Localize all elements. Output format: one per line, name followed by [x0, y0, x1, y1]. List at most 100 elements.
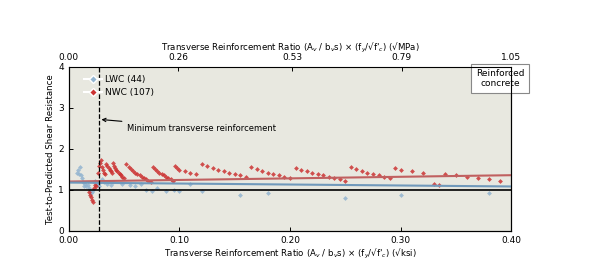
Point [87, 189, 97, 194]
Point [84, 186, 93, 190]
Legend: LWC (44), NWC (107): LWC (44), NWC (107) [82, 73, 155, 99]
Point [104, 166, 114, 171]
Point [106, 183, 115, 187]
Point [124, 165, 133, 169]
Point [93, 170, 102, 175]
Point [451, 173, 460, 177]
Point [85, 192, 94, 197]
Point [296, 168, 306, 172]
Point [185, 170, 195, 175]
Point [93, 183, 102, 187]
Point [302, 169, 312, 174]
Point [84, 189, 93, 194]
Point [99, 180, 109, 185]
Point [106, 169, 115, 174]
Point [76, 173, 86, 177]
Point [175, 188, 184, 193]
Point [318, 173, 328, 177]
Point [407, 169, 416, 174]
Point [90, 180, 99, 185]
Point [191, 172, 201, 176]
Point [139, 176, 149, 180]
Point [340, 179, 350, 183]
Point [97, 165, 107, 169]
Point [95, 179, 105, 184]
Point [484, 191, 494, 195]
Point [170, 164, 180, 168]
Point [144, 179, 153, 183]
Point [440, 172, 450, 176]
Point [340, 196, 350, 200]
Point [374, 173, 383, 177]
Point [159, 173, 169, 177]
Point [103, 181, 112, 186]
Point [180, 169, 190, 174]
Point [103, 164, 112, 168]
Point [112, 168, 121, 172]
Point [208, 166, 218, 171]
Point [89, 188, 98, 192]
Point [435, 183, 444, 187]
Point [150, 167, 160, 171]
Point [352, 167, 361, 171]
Point [81, 181, 90, 186]
Point [73, 168, 83, 172]
Point [429, 181, 438, 186]
Point [224, 170, 234, 175]
Point [86, 195, 96, 199]
Point [236, 173, 245, 177]
Point [241, 174, 251, 179]
Point [357, 169, 367, 174]
Point [86, 191, 96, 195]
Point [379, 174, 389, 179]
Point [102, 162, 111, 167]
Point [137, 174, 147, 179]
Point [82, 184, 91, 189]
Point [495, 179, 505, 183]
Point [155, 170, 164, 175]
Point [329, 176, 339, 180]
Point [119, 176, 129, 180]
Point [72, 170, 81, 175]
Point [133, 172, 142, 176]
X-axis label: Transverse Reinforcement Ratio (A$_v$ / b$_v$s) × (f$_y$/√f'$_c$) (√MPa): Transverse Reinforcement Ratio (A$_v$ / … [161, 41, 419, 55]
Point [135, 173, 144, 177]
Point [263, 191, 273, 195]
Point [346, 165, 356, 169]
Point [125, 183, 135, 187]
Point [258, 169, 267, 174]
Point [147, 188, 157, 193]
Point [280, 174, 289, 179]
Point [130, 183, 140, 188]
Point [197, 188, 206, 193]
Point [161, 174, 171, 179]
Text: Figure 16. Test-to-predicted shear resistance compared  with transverse reinforc: Figure 16. Test-to-predicted shear resis… [5, 13, 576, 22]
Point [418, 170, 428, 175]
Point [324, 174, 334, 179]
X-axis label: Transverse Reinforcement Ratio (A$_v$ / b$_v$s) × (f$_y$/√f'$_c$) (√ksi): Transverse Reinforcement Ratio (A$_v$ / … [164, 247, 416, 262]
Point [219, 169, 228, 174]
Point [74, 172, 84, 176]
Point [107, 170, 117, 175]
Point [87, 198, 97, 202]
Point [121, 162, 131, 167]
Point [161, 189, 171, 194]
Point [484, 177, 494, 182]
Point [362, 170, 372, 175]
Point [175, 168, 184, 172]
Point [117, 174, 127, 179]
Point [80, 183, 89, 188]
Point [285, 176, 295, 180]
Point [396, 168, 405, 172]
Point [89, 200, 98, 204]
Point [385, 176, 394, 180]
Point [95, 161, 105, 165]
Point [202, 164, 212, 168]
Point [108, 161, 118, 165]
Point [152, 169, 162, 174]
Text: Reinforced
concrete: Reinforced concrete [476, 69, 524, 88]
Point [263, 170, 273, 175]
Y-axis label: Test-to-Predicted Shear Resistance: Test-to-Predicted Shear Resistance [47, 74, 56, 224]
Point [78, 180, 88, 185]
Point [96, 158, 106, 162]
